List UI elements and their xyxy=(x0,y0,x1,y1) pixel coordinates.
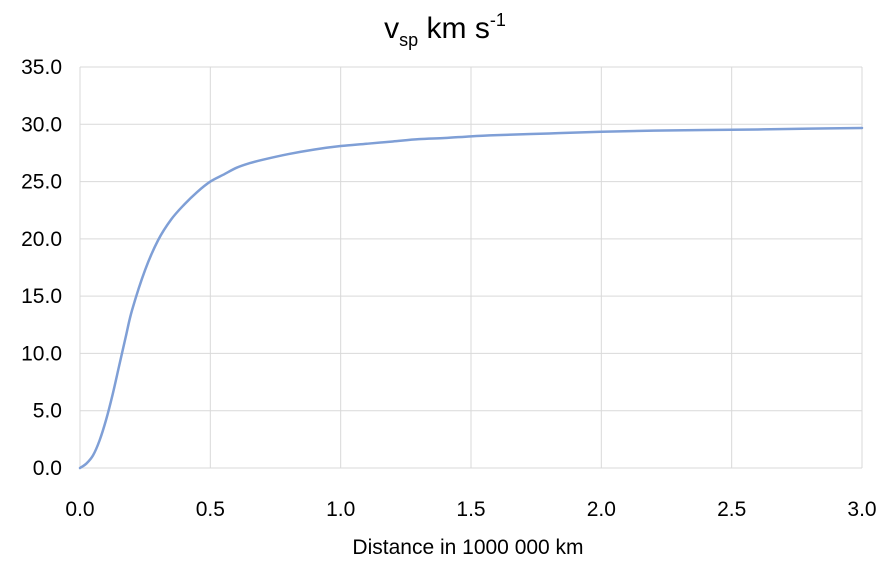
svg-text:vsp km s-1: vsp km s-1 xyxy=(384,10,506,50)
series-layer xyxy=(78,126,864,470)
y-tick-label: 10.0 xyxy=(21,342,62,365)
y-tick-label: 15.0 xyxy=(21,285,62,308)
y-tick-label: 35.0 xyxy=(21,56,62,79)
title-unit: km s xyxy=(418,12,490,45)
x-tick-label: 0.0 xyxy=(65,498,94,521)
title-subscript: sp xyxy=(399,30,418,50)
title-main: v xyxy=(384,12,399,45)
y-tick-label: 30.0 xyxy=(21,113,62,136)
y-tick-label: 20.0 xyxy=(21,228,62,251)
gridlines xyxy=(79,66,863,469)
x-axis-ticks: 0.0 0.5 1.0 1.5 2.0 2.5 3.0 xyxy=(65,498,876,521)
x-tick-label: 1.0 xyxy=(326,498,355,521)
y-tick-label: 0.0 xyxy=(33,457,62,480)
title-superscript: -1 xyxy=(490,10,506,30)
x-tick-label: 2.0 xyxy=(587,498,616,521)
x-tick-label: 1.5 xyxy=(456,498,485,521)
y-tick-label: 25.0 xyxy=(21,171,62,194)
x-tick-label: 2.5 xyxy=(717,498,746,521)
series-line-0 xyxy=(78,126,864,470)
y-axis-ticks: 0.0 5.0 10.0 15.0 20.0 25.0 30.0 35.0 xyxy=(21,56,62,480)
y-tick-label: 5.0 xyxy=(33,400,62,423)
x-axis-title: Distance in 1000 000 km xyxy=(352,536,583,559)
x-tick-label: 0.5 xyxy=(196,498,225,521)
chart-title: vsp km s-1 xyxy=(384,10,506,50)
x-tick-label: 3.0 xyxy=(847,498,876,521)
